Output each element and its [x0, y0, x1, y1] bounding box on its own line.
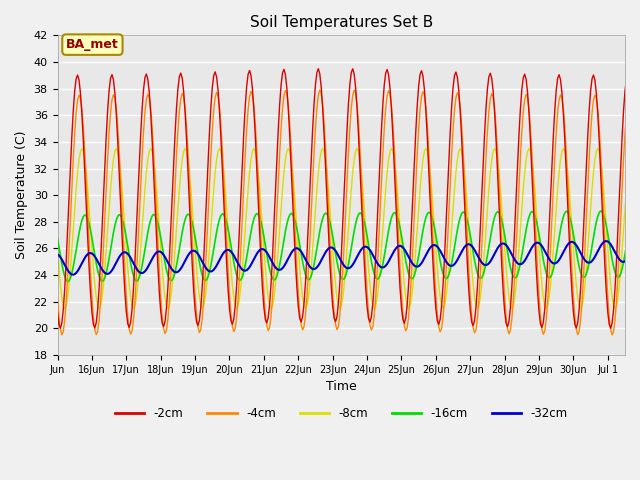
Title: Soil Temperatures Set B: Soil Temperatures Set B: [250, 15, 433, 30]
Y-axis label: Soil Temperature (C): Soil Temperature (C): [15, 131, 28, 259]
Text: BA_met: BA_met: [66, 38, 119, 51]
Legend: -2cm, -4cm, -8cm, -16cm, -32cm: -2cm, -4cm, -8cm, -16cm, -32cm: [110, 402, 572, 425]
X-axis label: Time: Time: [326, 380, 356, 393]
